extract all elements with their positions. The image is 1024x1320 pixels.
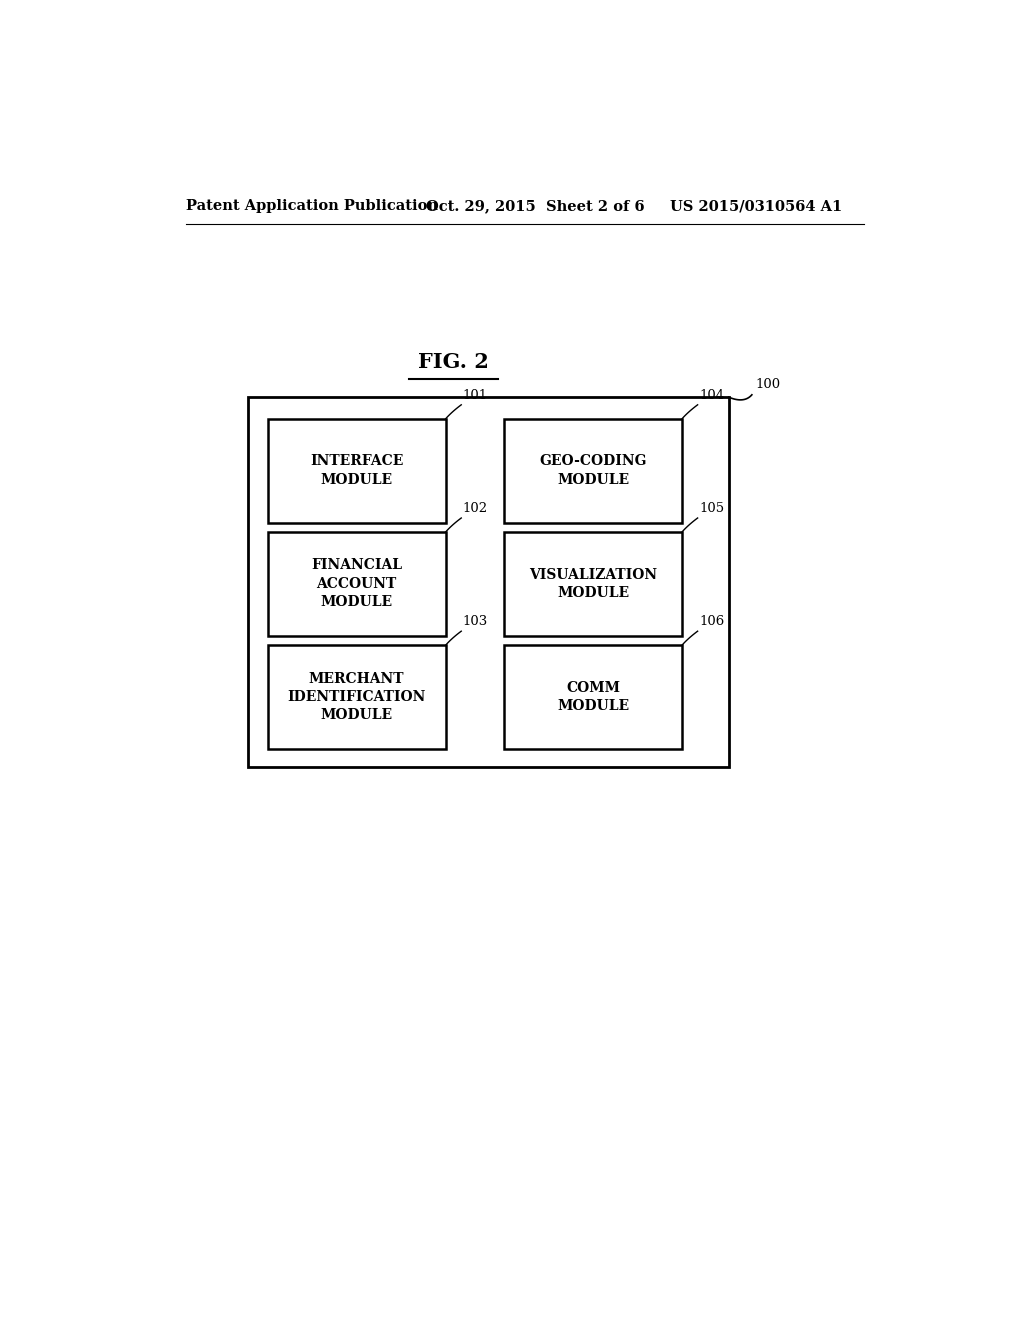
Text: MERCHANT
IDENTIFICATION
MODULE: MERCHANT IDENTIFICATION MODULE bbox=[288, 672, 426, 722]
Text: 106: 106 bbox=[699, 615, 724, 628]
Text: 101: 101 bbox=[463, 388, 487, 401]
Text: Oct. 29, 2015  Sheet 2 of 6: Oct. 29, 2015 Sheet 2 of 6 bbox=[426, 199, 645, 213]
Text: INTERFACE
MODULE: INTERFACE MODULE bbox=[310, 454, 403, 487]
Text: GEO-CODING
MODULE: GEO-CODING MODULE bbox=[540, 454, 647, 487]
Text: 103: 103 bbox=[463, 615, 488, 628]
Bar bbox=[267, 418, 445, 523]
Text: FIG. 2: FIG. 2 bbox=[418, 352, 488, 372]
Bar bbox=[248, 397, 729, 767]
Bar bbox=[504, 532, 682, 636]
Text: 102: 102 bbox=[463, 502, 487, 515]
Text: FINANCIAL
ACCOUNT
MODULE: FINANCIAL ACCOUNT MODULE bbox=[311, 558, 402, 610]
Text: 104: 104 bbox=[699, 388, 724, 401]
Bar bbox=[504, 645, 682, 748]
Text: VISUALIZATION
MODULE: VISUALIZATION MODULE bbox=[529, 568, 657, 601]
Bar bbox=[504, 418, 682, 523]
Text: 105: 105 bbox=[699, 502, 724, 515]
Text: COMM
MODULE: COMM MODULE bbox=[557, 681, 629, 713]
Text: Patent Application Publication: Patent Application Publication bbox=[186, 199, 438, 213]
Text: 100: 100 bbox=[756, 378, 781, 391]
Bar bbox=[267, 645, 445, 748]
Bar bbox=[267, 532, 445, 636]
Text: US 2015/0310564 A1: US 2015/0310564 A1 bbox=[671, 199, 843, 213]
